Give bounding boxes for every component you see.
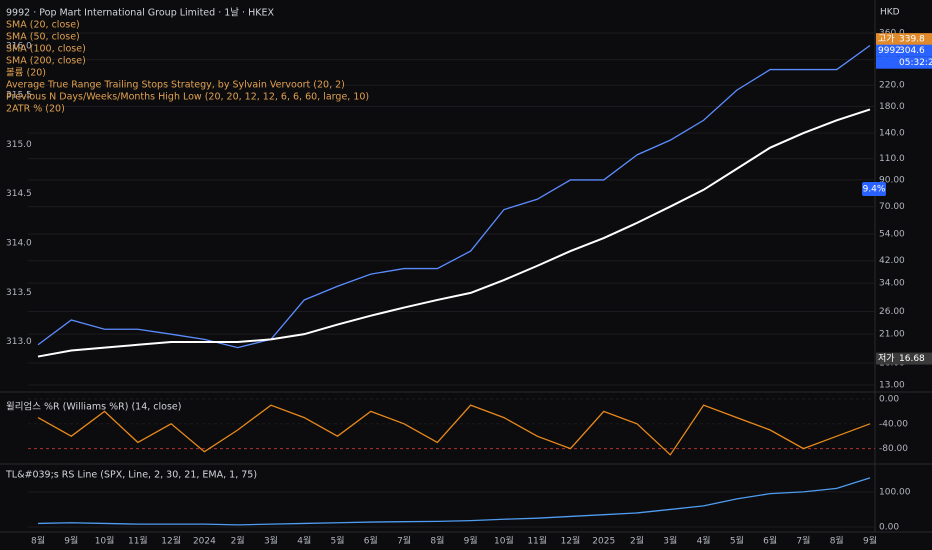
legend-entry: SMA (20, close) [6, 20, 80, 31]
y2-tick-label: 316.0 [6, 41, 32, 51]
y2-tick-label: 313.5 [6, 288, 32, 298]
price-badge-value: 304.6 [899, 46, 925, 56]
y-tick-label: 54.00 [879, 230, 905, 240]
legend-entry: SMA (100, close) [6, 44, 86, 55]
y-tick-label: 0.00 [879, 522, 899, 532]
countdown-bg [876, 56, 932, 69]
pane-title: 9992 · Pop Mart International Group Limi… [6, 8, 274, 19]
price-badge-label: 9992 [878, 46, 901, 56]
legend-entry: Previous N Days/Weeks/Months High Low (2… [6, 92, 369, 103]
x-tick-label: 7월 [397, 535, 411, 547]
y-tick-label: 34.00 [879, 279, 905, 289]
x-tick-label: 11월 [128, 535, 148, 547]
countdown: 05:32:20 [899, 58, 932, 68]
price-badge [876, 352, 932, 365]
x-tick-label: 2월 [231, 535, 245, 547]
y-tick-label: -40.00 [879, 419, 908, 429]
pane-title: TL&#039;s RS Line (SPX, Line, 2, 30, 21,… [5, 470, 257, 481]
x-tick-label: 12월 [161, 535, 181, 547]
pane-title: 윌리엄스 %R (Williams %R) (14, close) [6, 401, 181, 413]
y-tick-label: 220.0 [879, 81, 905, 91]
y-tick-label: 13.00 [879, 381, 905, 391]
x-tick-label: 3월 [663, 535, 677, 547]
x-tick-label: 8월 [31, 535, 45, 547]
price-badge [876, 44, 932, 57]
legend-entry: SMA (200, close) [6, 56, 86, 67]
x-tick-label: 9월 [863, 535, 877, 547]
y-tick-label: 140.0 [879, 129, 905, 139]
x-tick-label: 6월 [364, 535, 378, 547]
price-badge-label: 고가 [878, 34, 895, 45]
series-line [37, 477, 871, 526]
y-tick-label: 70.00 [879, 202, 905, 212]
series-line [37, 108, 871, 358]
y-tick-label: 110.0 [879, 154, 905, 164]
x-tick-label: 8월 [430, 535, 444, 547]
change-badge-bg [862, 182, 886, 196]
y2-tick-label: 315.0 [6, 140, 32, 150]
x-tick-label: 5월 [331, 535, 345, 547]
y-tick-label: 26.00 [879, 307, 905, 317]
x-tick-label: 6월 [763, 535, 777, 547]
x-tick-label: 10월 [95, 535, 115, 547]
x-tick-label: 3월 [264, 535, 278, 547]
x-tick-label: 4월 [297, 535, 311, 547]
x-tick-label: 2025 [592, 537, 615, 547]
currency: HKD [880, 8, 900, 18]
y2-tick-label: 314.5 [6, 189, 32, 199]
series-line [37, 404, 871, 456]
price-badge [876, 33, 932, 46]
y-tick-label: 180.0 [879, 102, 905, 112]
price-badge-value: 339.8 [899, 35, 925, 45]
x-tick-label: 2월 [630, 535, 644, 547]
y2-tick-label: 315.5 [6, 91, 32, 101]
change-badge: 9.4% [863, 185, 886, 195]
x-tick-label: 12월 [561, 535, 581, 547]
x-tick-label: 7월 [796, 535, 810, 547]
y-tick-label: 100.00 [879, 487, 911, 497]
x-tick-label: 5월 [730, 535, 744, 547]
y-tick-label: 42.00 [879, 256, 905, 266]
x-tick-label: 8월 [830, 535, 844, 547]
y2-tick-label: 314.0 [6, 239, 32, 249]
x-tick-label: 9월 [464, 535, 478, 547]
legend-entry: 2ATR % (20) [6, 104, 65, 115]
series-line [37, 44, 871, 349]
x-tick-label: 2024 [193, 537, 216, 547]
x-tick-label: 11월 [527, 535, 547, 547]
y-tick-label: 0.00 [879, 395, 899, 405]
legend-entry: 볼륨 (20) [6, 68, 46, 79]
legend-entry: Average True Range Trailing Stops Strate… [6, 80, 345, 91]
price-badge-value: 16.68 [899, 354, 925, 364]
x-tick-label: 10월 [494, 535, 514, 547]
x-tick-label: 4월 [697, 535, 711, 547]
price-badge-label: 저가 [878, 353, 895, 364]
legend-entry: SMA (50, close) [6, 32, 80, 43]
y2-tick-label: 313.0 [6, 337, 32, 347]
x-tick-label: 9월 [64, 535, 78, 547]
y-tick-label: 90.00 [879, 175, 905, 185]
y-tick-label: -80.00 [879, 444, 908, 454]
y-tick-label: 21.00 [879, 330, 905, 340]
